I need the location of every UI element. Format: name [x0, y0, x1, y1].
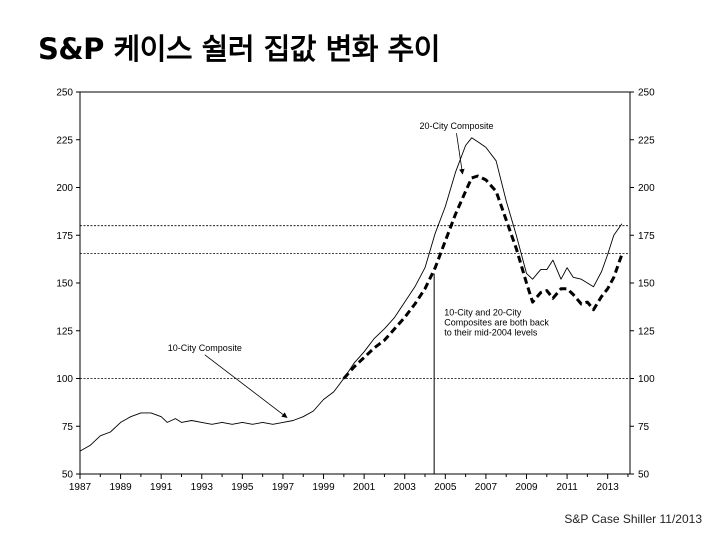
y-tick-label-right: 250 [638, 88, 655, 99]
y-tick-label-right: 200 [638, 183, 655, 194]
x-tick-label: 1995 [231, 482, 254, 493]
annotation-mid-2004-note-line: 10-City and 20-City [444, 307, 522, 317]
slide-title: S&P 케이스 쉴러 집값 변화 추이 [38, 32, 440, 66]
y-tick-label-left: 125 [56, 326, 73, 337]
annotation-10-city-compositearrow [204, 354, 288, 418]
series-10-city-compositeline [79, 137, 623, 452]
y-tick-label-left: 75 [62, 422, 74, 433]
y-tick-label-left: 250 [56, 88, 73, 99]
x-tick-label: 1989 [109, 482, 132, 493]
series-20-city-compositeline [342, 174, 624, 380]
y-tick-label-right: 150 [638, 279, 655, 290]
y-tick-label-left: 175 [56, 231, 73, 242]
source-note: S&P Case Shiller 11/2013 [564, 512, 702, 526]
plot-area [79, 91, 631, 475]
x-tick-label: 2013 [597, 482, 620, 493]
x-tick-label: 1991 [150, 482, 173, 493]
x-tick-label: 2001 [353, 482, 376, 493]
y-tick-label-left: 50 [62, 470, 74, 481]
x-tick-label: 2003 [394, 482, 417, 493]
y-tick-label-right: 175 [638, 231, 655, 242]
annotation-mid-2004-note-line: to their mid-2004 levels [444, 327, 538, 337]
annotation-mid-2004-note-line: Composites are both back [444, 317, 549, 327]
y-tick-label-left: 225 [56, 135, 73, 146]
y-tick-label-left: 200 [56, 183, 73, 194]
annotation-20-city-compositearrow [456, 133, 465, 175]
x-tick-label: 1999 [312, 482, 335, 493]
y-tick-label-right: 50 [638, 470, 650, 481]
y-tick-label-left: 150 [56, 279, 73, 290]
x-tick-label: 2005 [434, 482, 457, 493]
y-tick-label-right: 125 [638, 326, 655, 337]
x-tick-label: 2011 [556, 482, 578, 493]
x-tick-label: 1997 [272, 482, 295, 493]
x-tick-label: 1993 [191, 482, 214, 493]
y-tick-label-right: 75 [638, 422, 650, 433]
y-tick-label-left: 100 [56, 374, 73, 385]
x-tick-label: 2009 [515, 482, 538, 493]
x-tick-label: 2007 [475, 482, 498, 493]
annotation-20-city-compositelabel: 20-City Composite [419, 121, 493, 131]
annotation-10-city-compositelabel: 10-City Composite [168, 343, 242, 353]
x-tick-label: 1987 [69, 482, 92, 493]
y-tick-label-right: 225 [638, 135, 655, 146]
y-tick-label-right: 100 [638, 374, 655, 385]
